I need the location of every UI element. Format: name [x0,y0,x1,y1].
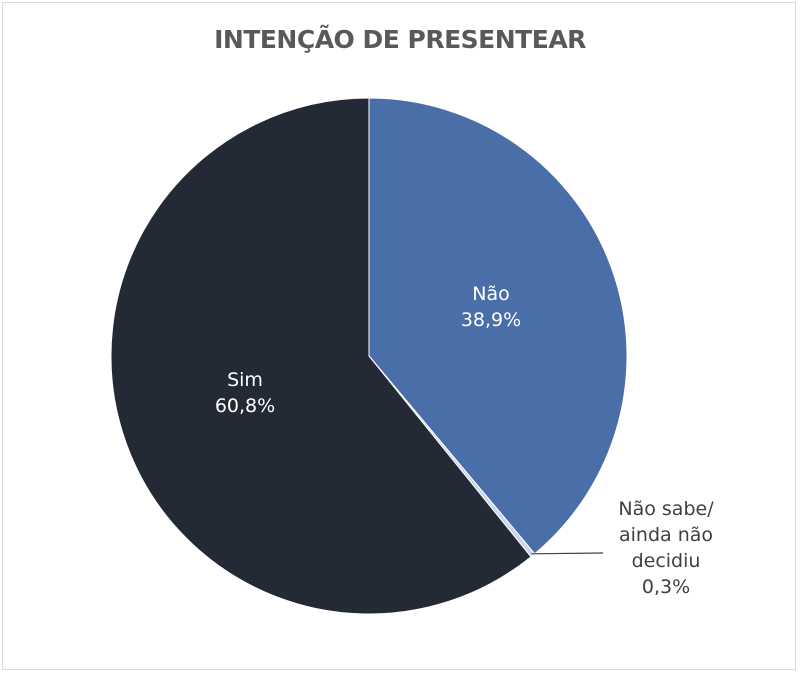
data-label-line: decidiu [632,550,701,572]
data-label-line: Sim [227,369,263,391]
chart-title: INTENÇÃO DE PRESENTEAR [214,25,586,54]
data-label-line: 60,8% [215,395,275,417]
data-label-sim: Sim 60,8% [215,369,275,417]
data-label-line: Não sabe/ [618,498,714,520]
data-label-line: ainda não [619,524,713,546]
pie-slice-sim [110,97,532,615]
pie-slice-nao [368,97,628,555]
data-label-nao: Não 38,9% [461,283,521,331]
data-label-nao-sabe-ainda-nao-decidiu: Não sabe/ainda não decidiu 0,3% [618,498,714,598]
data-label-line: 0,3% [642,576,690,598]
data-label-line: 38,9% [461,309,521,331]
data-label-line: Não [472,283,509,305]
leader-line-nao-sabe-ainda-nao-decidiu [531,552,604,555]
